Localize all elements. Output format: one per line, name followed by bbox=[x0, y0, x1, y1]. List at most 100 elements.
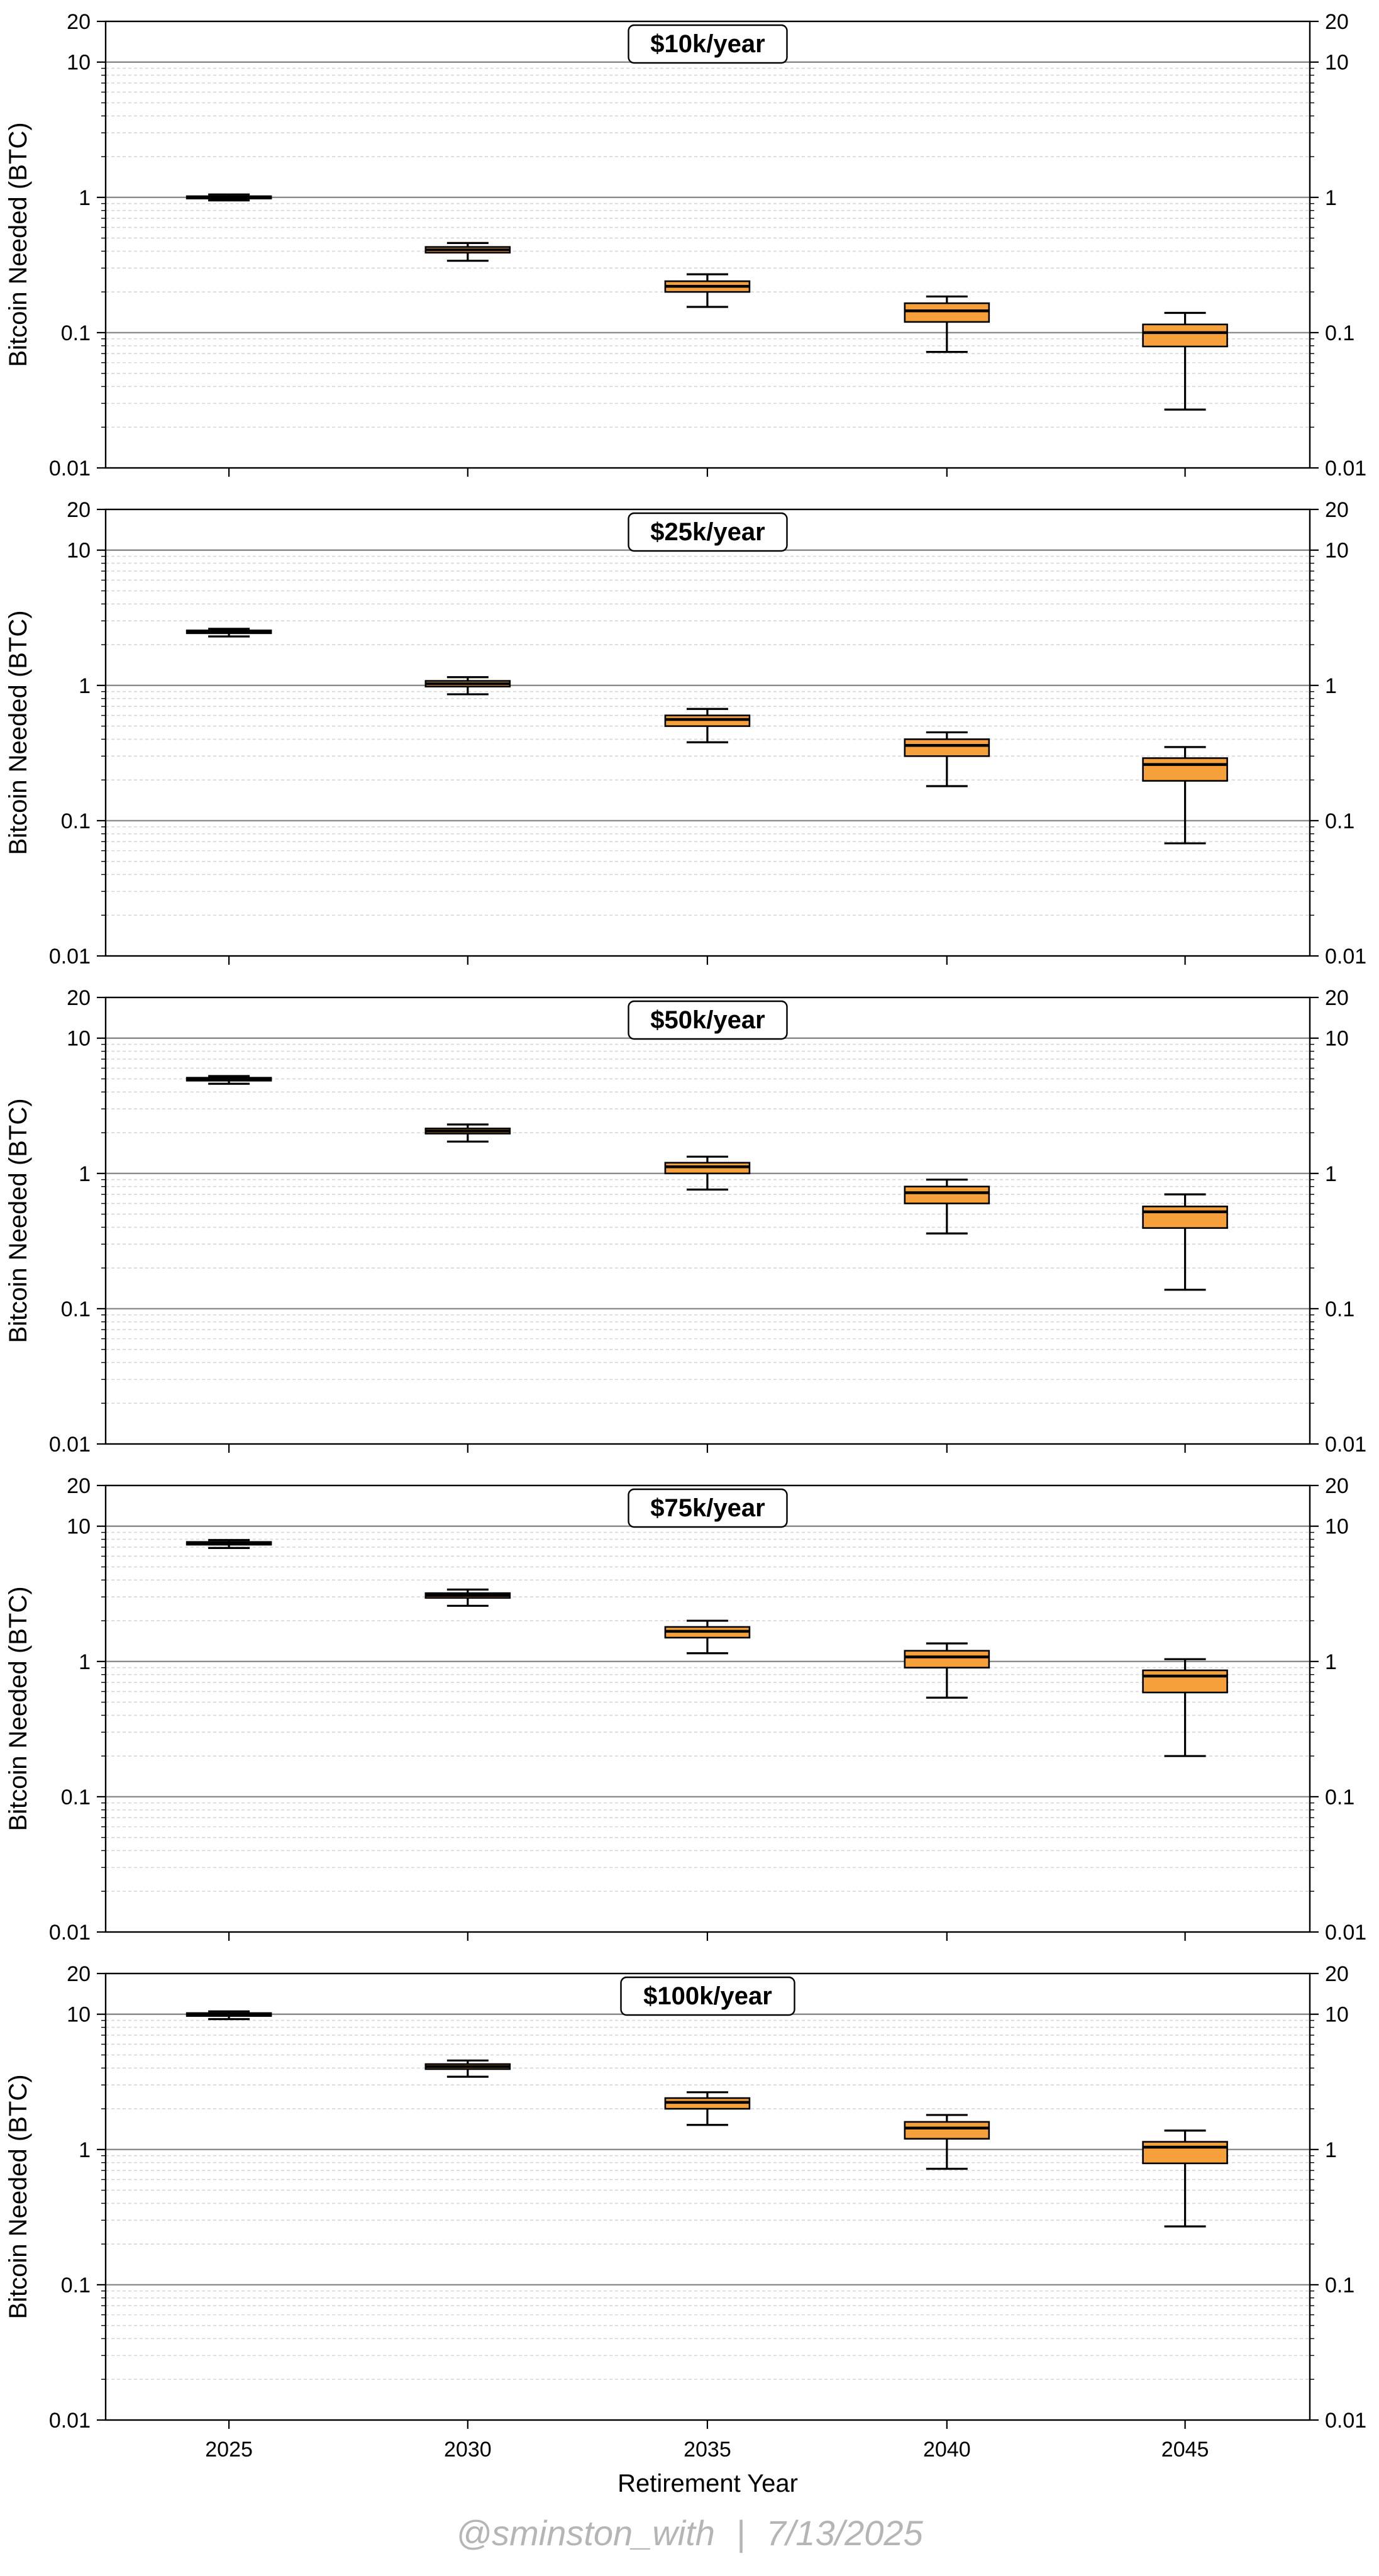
y-axis-title: Bitcoin Needed (BTC) bbox=[4, 1098, 32, 1343]
box-2030 bbox=[424, 242, 511, 262]
y-tick-label-left: 0.01 bbox=[49, 1921, 91, 1945]
y-tick-label-left: 0.1 bbox=[61, 1297, 91, 1321]
axes-frame bbox=[104, 1484, 1311, 1933]
y-tick-label-right: 0.01 bbox=[1325, 945, 1366, 969]
y-tick-label-right: 10 bbox=[1325, 539, 1349, 563]
iqr-box bbox=[904, 302, 990, 323]
y-tick-label-right: 0.1 bbox=[1325, 1297, 1354, 1321]
y-tick-label-right: 10 bbox=[1325, 1515, 1349, 1539]
y-tick-label-right: 0.1 bbox=[1325, 321, 1354, 345]
axes-frame bbox=[104, 20, 1311, 469]
y-tick-label-right: 10 bbox=[1325, 1027, 1349, 1051]
iqr-box bbox=[1142, 757, 1228, 782]
box-2045 bbox=[1142, 1658, 1228, 1757]
box-2025 bbox=[186, 1075, 272, 1085]
y-tick-label-left: 10 bbox=[67, 539, 91, 563]
box-series bbox=[186, 193, 1228, 411]
box-2030 bbox=[424, 676, 511, 696]
y-tick-label-right: 0.01 bbox=[1325, 457, 1366, 480]
y-tick-label-right: 20 bbox=[1325, 1474, 1349, 1498]
minor-gridlines bbox=[106, 1973, 1310, 2380]
y-tick-label-right: 20 bbox=[1325, 1962, 1349, 1986]
axes-frame bbox=[104, 996, 1311, 1445]
box-series bbox=[186, 2010, 1228, 2228]
y-ticks: 0.01 0.01 0.1 0.1 1 1 10 10 20 20 bbox=[49, 1474, 1366, 1945]
y-tick-label-right: 0.1 bbox=[1325, 809, 1354, 833]
x-ticks bbox=[228, 956, 1186, 965]
panel-title: $10k/year bbox=[628, 24, 788, 64]
y-tick-label-left: 20 bbox=[67, 1962, 91, 1986]
box-2025 bbox=[186, 1539, 272, 1550]
box-2025 bbox=[186, 2010, 272, 2021]
panel-title-text: $10k/year bbox=[650, 30, 765, 58]
iqr-box bbox=[1142, 323, 1228, 348]
iqr-box bbox=[904, 2121, 990, 2140]
panel-title-box bbox=[628, 1000, 788, 1040]
watermark: @sminston_with | 7/13/2025 bbox=[0, 2512, 1379, 2553]
minor-gridlines bbox=[106, 997, 1310, 1404]
box-2040 bbox=[904, 295, 990, 353]
y-tick-label-right: 10 bbox=[1325, 2003, 1349, 2027]
y-tick-label-left: 0.01 bbox=[49, 1433, 91, 1457]
box-2045 bbox=[1142, 1193, 1228, 1291]
panel-title-box bbox=[628, 512, 788, 552]
panel-title-text: $25k/year bbox=[650, 518, 765, 546]
box-2030 bbox=[424, 1588, 511, 1607]
x-ticks: 2025 2030 2035 2040 2045 bbox=[205, 2420, 1209, 2462]
box-2035 bbox=[664, 2091, 751, 2126]
box-2045 bbox=[1142, 2129, 1228, 2228]
iqr-box bbox=[1142, 2141, 1228, 2165]
box-series bbox=[186, 1539, 1228, 1757]
y-tick-label-left: 10 bbox=[67, 1027, 91, 1051]
panel-title: $100k/year bbox=[620, 1976, 795, 2016]
box-2035 bbox=[664, 273, 751, 308]
box-2030 bbox=[424, 1123, 511, 1143]
y-tick-label-right: 1 bbox=[1325, 1162, 1337, 1186]
box-2045 bbox=[1142, 746, 1228, 845]
y-tick-label-left: 1 bbox=[79, 2138, 91, 2162]
chart-figure: 0.01 0.01 0.1 0.1 1 1 10 10 20 20 Bitcoin Needed (… bbox=[4, 10, 1366, 2497]
box-2035 bbox=[664, 1619, 751, 1655]
panel-title-box bbox=[620, 1976, 795, 2016]
iqr-box bbox=[904, 738, 990, 757]
y-tick-label-right: 20 bbox=[1325, 498, 1349, 522]
watermark-date: 7/13/2025 bbox=[766, 2513, 923, 2553]
box-2040 bbox=[904, 2114, 990, 2170]
x-ticks bbox=[228, 1932, 1186, 1941]
y-axis-title: Bitcoin Needed (BTC) bbox=[4, 2074, 32, 2319]
iqr-box bbox=[1142, 1669, 1228, 1694]
x-ticks bbox=[228, 468, 1186, 477]
y-tick-label-right: 0.01 bbox=[1325, 1433, 1366, 1457]
panel-title-text: $75k/year bbox=[650, 1494, 765, 1522]
box-2025 bbox=[186, 628, 272, 638]
y-tick-label-left: 10 bbox=[67, 51, 91, 75]
y-tick-label-right: 0.1 bbox=[1325, 2273, 1354, 2297]
box-2035 bbox=[664, 708, 751, 743]
iqr-box bbox=[904, 1185, 990, 1204]
panel-title: $50k/year bbox=[628, 1000, 788, 1040]
x-tick-label: 2035 bbox=[684, 2438, 731, 2462]
box-2045 bbox=[1142, 311, 1228, 411]
y-tick-label-right: 20 bbox=[1325, 10, 1349, 34]
y-tick-label-left: 20 bbox=[67, 986, 91, 1010]
box-2040 bbox=[904, 1179, 990, 1235]
x-axis-title: Retirement Year bbox=[618, 2470, 798, 2497]
minor-gridlines bbox=[106, 1485, 1310, 1892]
y-tick-label-left: 0.01 bbox=[49, 945, 91, 969]
panel-title-text: $100k/year bbox=[643, 1982, 772, 2010]
box-2040 bbox=[904, 731, 990, 787]
watermark-handle: @sminston_with bbox=[456, 2513, 715, 2553]
y-tick-label-left: 0.01 bbox=[49, 2409, 91, 2433]
axes-frame bbox=[104, 1972, 1311, 2421]
panel-title: $75k/year bbox=[628, 1488, 788, 1528]
y-tick-label-right: 1 bbox=[1325, 2138, 1337, 2162]
panel-title: $25k/year bbox=[628, 512, 788, 552]
minor-gridlines bbox=[106, 21, 1310, 428]
box-2040 bbox=[904, 1642, 990, 1699]
y-tick-label-left: 0.1 bbox=[61, 321, 91, 345]
y-tick-label-left: 0.01 bbox=[49, 457, 91, 480]
x-tick-label: 2040 bbox=[923, 2438, 971, 2462]
box-2030 bbox=[424, 2059, 511, 2078]
y-tick-label-right: 20 bbox=[1325, 986, 1349, 1010]
